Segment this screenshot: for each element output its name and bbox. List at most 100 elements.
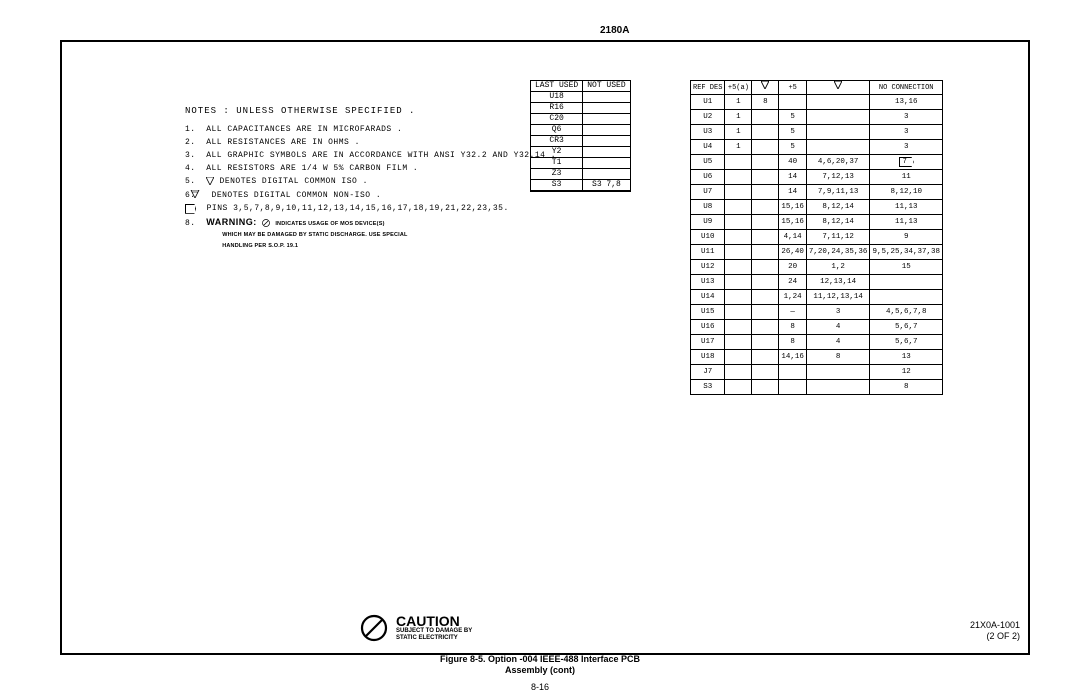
table-cell: [752, 245, 779, 260]
table-cell: U7: [691, 185, 725, 200]
table-cell: 15: [870, 260, 943, 275]
table-cell: 12: [870, 365, 943, 380]
table-cell: U3: [691, 125, 725, 140]
table-cell: [779, 365, 807, 380]
table-cell: U6: [691, 170, 725, 185]
table-cell: U18: [691, 350, 725, 365]
caution-line1: SUBJECT TO DAMAGE BY: [396, 628, 472, 635]
table-cell: 12,13,14: [806, 275, 870, 290]
caution-block: CAUTION SUBJECT TO DAMAGE BY STATIC ELEC…: [360, 614, 472, 642]
table-cell: 1,2: [806, 260, 870, 275]
table-cell: S3: [691, 380, 725, 395]
table-cell: [725, 215, 752, 230]
notes-title: NOTES : UNLESS OTHERWISE SPECIFIED .: [185, 105, 556, 118]
table-cell: [752, 365, 779, 380]
table-cell: 5,6,7: [870, 335, 943, 350]
table-cell: 26,40: [779, 245, 807, 260]
table-cell: 4: [806, 335, 870, 350]
static-hazard-icon: [360, 614, 388, 642]
refdes-header: REF DES: [691, 81, 725, 95]
note-8: 8. WARNING: INDICATES USAGE OF MOS DEVIC…: [185, 216, 556, 252]
table-cell: [725, 335, 752, 350]
note-2: 2. ALL RESISTANCES ARE IN OHMS .: [185, 137, 556, 148]
table-cell: [752, 140, 779, 155]
table-cell: [870, 290, 943, 305]
table-cell: 8: [870, 380, 943, 395]
table-cell: U1: [691, 95, 725, 110]
table-cell: 14,16: [779, 350, 807, 365]
not-used-header: NOT USED: [583, 81, 630, 92]
table-cell: S3 7,8: [583, 180, 630, 191]
table-cell: 7: [870, 155, 943, 170]
refdes-header: +5: [779, 81, 807, 95]
last-used-table: LAST USED NOT USED U18R16C20Q6CR3Y2T1Z3S…: [530, 80, 631, 192]
table-cell: Q6: [531, 125, 583, 136]
refdes-table: REF DES+5(a)+5NO CONNECTION U11813,16U21…: [690, 80, 943, 395]
table-cell: Z3: [531, 169, 583, 180]
table-cell: 13,16: [870, 95, 943, 110]
table-cell: [806, 125, 870, 140]
table-cell: [870, 275, 943, 290]
table-cell: [752, 110, 779, 125]
table-cell: 20: [779, 260, 807, 275]
table-cell: U14: [691, 290, 725, 305]
table-cell: 4,6,20,37: [806, 155, 870, 170]
note-3: 3. ALL GRAPHIC SYMBOLS ARE IN ACCORDANCE…: [185, 150, 556, 161]
table-cell: U18: [531, 92, 583, 103]
table-cell: [725, 290, 752, 305]
table-cell: [806, 365, 870, 380]
table-cell: 4: [806, 320, 870, 335]
table-cell: [583, 136, 630, 147]
table-cell: 8,12,10: [870, 185, 943, 200]
table-cell: 8: [779, 335, 807, 350]
doc-code: 21X0A-1001 (2 OF 2): [970, 620, 1020, 642]
table-cell: [806, 95, 870, 110]
table-cell: [752, 170, 779, 185]
table-cell: 7,20,24,35,36: [806, 245, 870, 260]
note-7: 7 PINS 3,5,7,8,9,10,11,12,13,14,15,16,17…: [185, 203, 556, 214]
note-1: 1. ALL CAPACITANCES ARE IN MICROFARADS .: [185, 124, 556, 135]
table-cell: [752, 215, 779, 230]
table-cell: [725, 155, 752, 170]
table-cell: [583, 103, 630, 114]
table-cell: 1: [725, 140, 752, 155]
table-cell: 5,6,7: [870, 320, 943, 335]
table-cell: —: [779, 305, 807, 320]
note-5: 5. DENOTES DIGITAL COMMON ISO .: [185, 176, 556, 187]
table-cell: 1: [725, 95, 752, 110]
table-cell: U9: [691, 215, 725, 230]
table-cell: 3: [806, 305, 870, 320]
table-cell: 11,12,13,14: [806, 290, 870, 305]
table-cell: 11,13: [870, 215, 943, 230]
table-cell: 7,12,13: [806, 170, 870, 185]
table-cell: 8: [806, 350, 870, 365]
table-cell: C20: [531, 114, 583, 125]
table-cell: [725, 185, 752, 200]
table-cell: [752, 380, 779, 395]
table-cell: 24: [779, 275, 807, 290]
table-cell: 13: [870, 350, 943, 365]
table-cell: [583, 125, 630, 136]
table-cell: [725, 275, 752, 290]
table-cell: 15,16: [779, 200, 807, 215]
table-cell: 8,12,14: [806, 215, 870, 230]
table-cell: J7: [691, 365, 725, 380]
table-cell: [531, 191, 583, 192]
table-cell: U10: [691, 230, 725, 245]
table-cell: [583, 169, 630, 180]
table-cell: 5: [779, 110, 807, 125]
table-cell: U17: [691, 335, 725, 350]
table-cell: 1,24: [779, 290, 807, 305]
table-cell: 40: [779, 155, 807, 170]
table-cell: [725, 320, 752, 335]
table-cell: [725, 260, 752, 275]
table-cell: [725, 170, 752, 185]
table-cell: [806, 140, 870, 155]
table-cell: [725, 200, 752, 215]
table-cell: 4,14: [779, 230, 807, 245]
table-cell: [752, 155, 779, 170]
table-cell: 11: [870, 170, 943, 185]
table-cell: 8,12,14: [806, 200, 870, 215]
table-cell: 11,13: [870, 200, 943, 215]
table-cell: 3: [870, 140, 943, 155]
